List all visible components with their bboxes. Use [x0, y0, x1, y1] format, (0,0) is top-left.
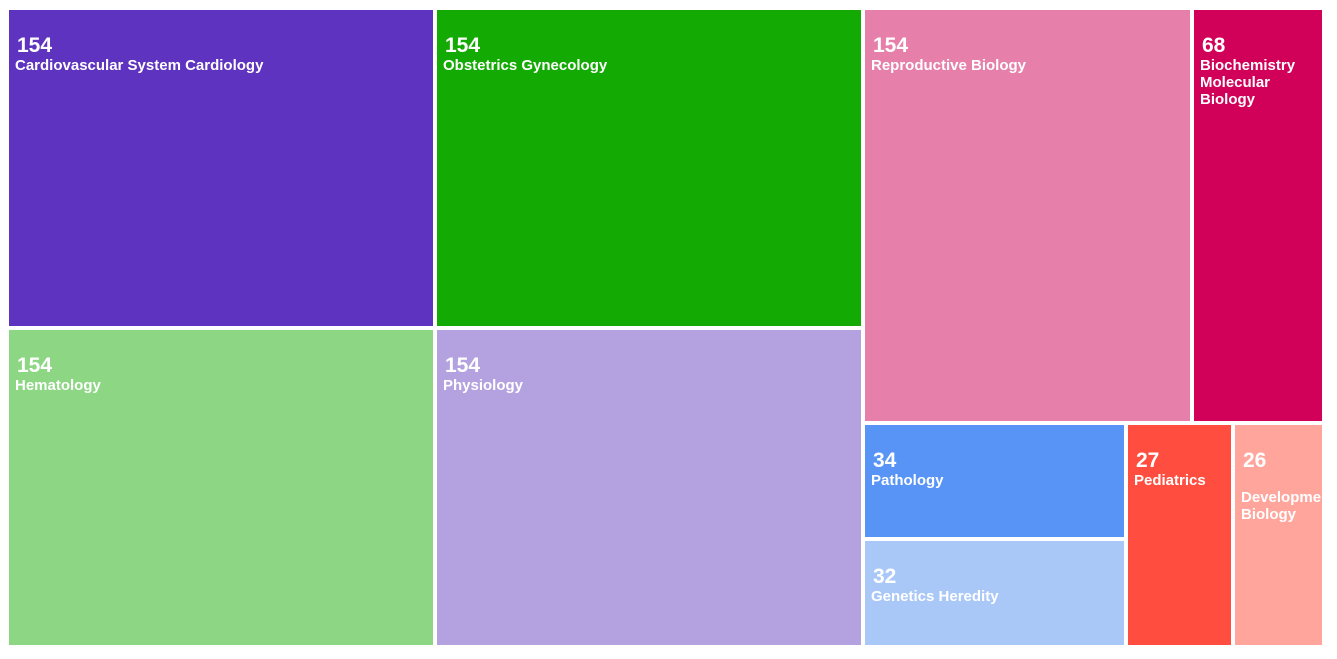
tile-value: 154	[445, 34, 481, 57]
tile-label: Pediatrics	[1134, 472, 1206, 489]
tile-value: 154	[873, 34, 909, 57]
tile-value: 68	[1202, 34, 1226, 57]
tile-value: 154	[17, 34, 53, 57]
tile-label: Hematology	[15, 377, 101, 394]
tile: 154 Reproductive Biology	[865, 10, 1190, 421]
tile: 26 Developmental Biology	[1235, 425, 1322, 645]
tile: 154 Cardiovascular System Cardiology	[9, 10, 433, 326]
tile-value: 34	[873, 449, 897, 472]
tile-value: 154	[17, 354, 53, 377]
tile-value: 154	[445, 354, 481, 377]
tile: 32 Genetics Heredity	[865, 541, 1124, 645]
tile-label: Obstetrics Gynecology	[443, 57, 608, 74]
tile-label: Physiology	[443, 377, 524, 394]
tile: 34 Pathology	[865, 425, 1124, 537]
tile-label: Cardiovascular System Cardiology	[15, 57, 264, 74]
tile: 154 Obstetrics Gynecology	[437, 10, 861, 326]
tile-label: Genetics Heredity	[871, 588, 999, 605]
tile-value: 32	[873, 565, 897, 588]
tile-label: Reproductive Biology	[871, 57, 1027, 74]
tile: 27 Pediatrics	[1128, 425, 1231, 645]
tile-label: Pathology	[871, 472, 944, 489]
tile: 154 Hematology	[9, 330, 433, 645]
tile-value: 27	[1136, 449, 1160, 472]
tile-value: 26	[1243, 449, 1267, 472]
tile-label: Developmental Biology	[1241, 489, 1322, 523]
tile: 154 Physiology	[437, 330, 861, 645]
tile: 68 Biochemistry Molecular Biology	[1194, 10, 1322, 421]
tile-label: Biochemistry Molecular Biology	[1200, 57, 1296, 108]
